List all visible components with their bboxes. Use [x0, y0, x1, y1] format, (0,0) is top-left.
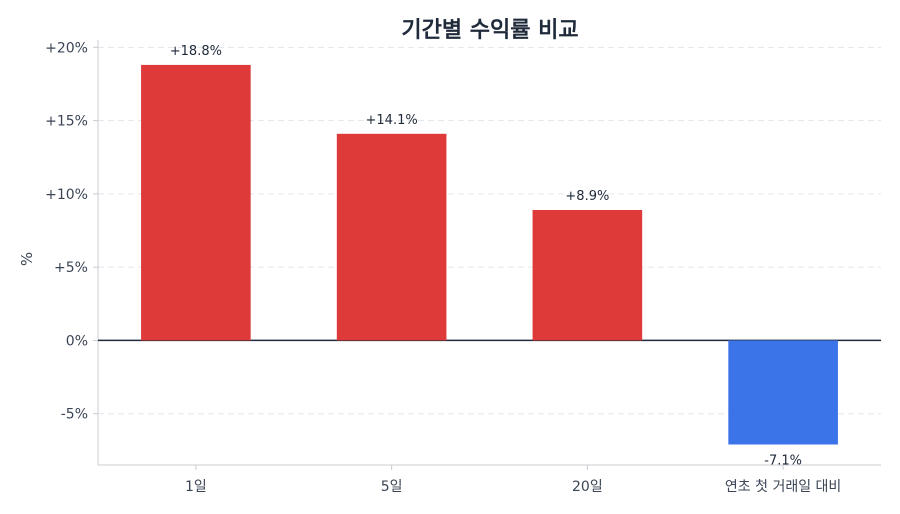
y-tick-label: +20%: [45, 40, 88, 56]
data-label: -7.1%: [764, 453, 802, 468]
data-label: +14.1%: [366, 113, 418, 128]
bars-layer: [141, 64, 838, 445]
bar: [728, 340, 838, 445]
y-tick-label: +5%: [54, 260, 88, 276]
data-label: +18.8%: [170, 44, 222, 59]
y-axis-label: %: [18, 252, 36, 266]
x-tick-label: 1일: [185, 479, 207, 495]
x-tick-label: 연초 첫 거래일 대비: [725, 479, 841, 495]
x-tick-label: 5일: [381, 479, 403, 495]
labels-layer: +18.8% +14.1% +8.9% -7.1%: [170, 44, 802, 469]
y-tick-label: -5%: [61, 407, 88, 423]
y-tick-label: 0%: [66, 333, 88, 349]
y-tick-label: +15%: [45, 114, 88, 130]
bar: [532, 210, 643, 341]
bar: [141, 64, 251, 341]
y-tick-label: +10%: [45, 187, 88, 203]
data-label: +8.9%: [565, 189, 609, 204]
chart-title: 기간별 수익률 비교: [401, 18, 579, 43]
axis-layer: +20% +15% +10% +5% 0% -5% 1일 5일 20일 연초 첫 거래일 대비: [45, 40, 881, 495]
x-tick-label: 20일: [572, 479, 603, 495]
bar: [336, 133, 447, 341]
